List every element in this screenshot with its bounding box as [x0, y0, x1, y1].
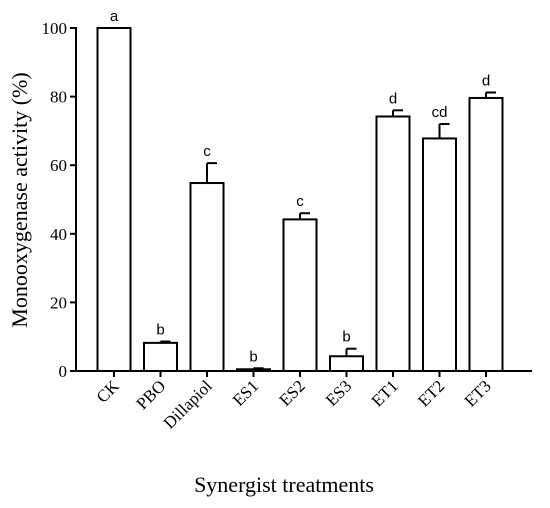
x-tick-label: ES1 [229, 376, 262, 409]
significance-label: d [389, 90, 397, 107]
x-tick-label: ET1 [368, 376, 402, 410]
x-tick-label: ET2 [414, 376, 448, 410]
significance-label: c [203, 143, 211, 160]
y-tick-label: 40 [50, 225, 67, 244]
bar [96, 27, 132, 372]
y-tick-label: 80 [50, 88, 67, 107]
significance-label: b [342, 329, 350, 346]
bar [143, 341, 178, 372]
bar [468, 96, 504, 373]
x-tick-label: CK [93, 376, 124, 407]
significance-label: a [110, 8, 119, 25]
x-tick-label: ET3 [461, 376, 495, 410]
bar [375, 115, 411, 372]
bar [329, 355, 364, 373]
bar [282, 218, 318, 372]
y-tick-label: 20 [50, 293, 67, 312]
significance-label: b [156, 322, 164, 339]
x-tick-label: PBO [133, 376, 170, 413]
significance-label: d [482, 72, 490, 89]
x-tick-label: ES3 [322, 376, 355, 409]
y-axis-title: Monooxygenase activity (%) [7, 72, 32, 327]
x-tick-label: ES2 [275, 376, 308, 409]
significance-label: c [296, 193, 304, 210]
bar [236, 368, 271, 373]
bar [189, 182, 225, 372]
plot-area: 0 20 40 60 80 100 a CK b PBO c Dillapiol b ES1 c ES2 b ES… [42, 8, 532, 433]
x-axis-title: Synergist treatments [194, 472, 374, 497]
y-tick-label: 60 [50, 156, 67, 175]
x-tick-label: Dillapiol [160, 376, 216, 432]
y-tick-label: 0 [59, 362, 68, 381]
bar [422, 137, 457, 372]
y-tick-label: 100 [42, 19, 68, 38]
significance-label: cd [432, 104, 448, 121]
significance-label: b [249, 348, 257, 365]
